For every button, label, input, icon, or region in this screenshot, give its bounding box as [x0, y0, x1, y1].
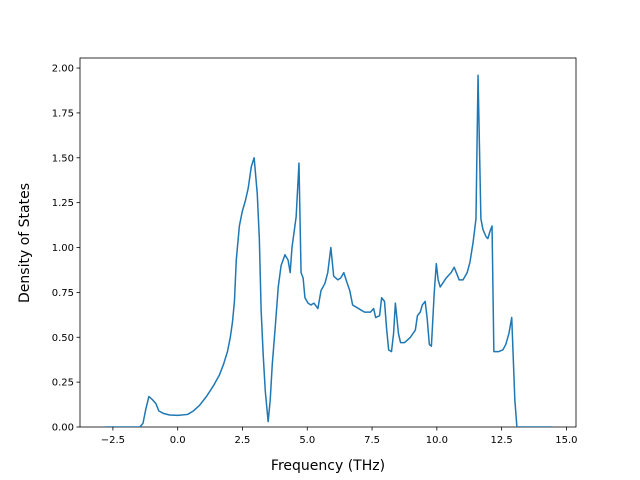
y-tick-label: 1.50: [52, 153, 74, 164]
x-tick-label: 2.5: [235, 435, 251, 446]
y-tick-label: 1.25: [52, 198, 74, 209]
x-axis-label: Frequency (THz): [271, 458, 385, 474]
line-series: [105, 74, 553, 427]
y-tick-label: 1.75: [52, 108, 74, 119]
x-tick-label: −2.5: [101, 435, 125, 446]
x-tick-label: 0.0: [170, 435, 186, 446]
y-tick-label: 1.00: [52, 243, 74, 254]
x-tick-label: 15.0: [555, 435, 577, 446]
y-axis-label: Density of States: [17, 183, 33, 303]
axes-frame: [79, 57, 577, 428]
y-tick-label: 0.75: [52, 288, 74, 299]
y-tick-label: 0.25: [52, 378, 74, 389]
x-tick-label: 12.5: [490, 435, 512, 446]
x-tick-label: 7.5: [364, 435, 380, 446]
y-tick-label: 0.00: [52, 423, 74, 434]
y-tick-label: 2.00: [52, 64, 74, 75]
x-tick-label: 10.0: [426, 435, 448, 446]
y-tick-label: 0.50: [52, 333, 74, 344]
x-tick-label: 5.0: [299, 435, 315, 446]
